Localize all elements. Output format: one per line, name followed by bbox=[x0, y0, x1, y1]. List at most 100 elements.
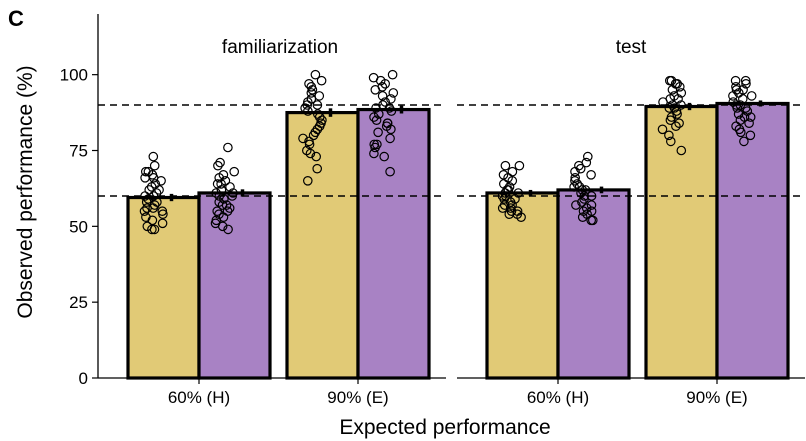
data-point bbox=[664, 130, 674, 141]
data-point bbox=[386, 94, 396, 104]
data-point bbox=[371, 115, 382, 125]
data-point bbox=[735, 100, 746, 110]
data-point bbox=[575, 163, 586, 174]
data-point bbox=[148, 203, 158, 213]
data-point bbox=[142, 203, 152, 213]
data-point bbox=[581, 203, 592, 213]
y-tick-label: 0 bbox=[79, 369, 88, 388]
data-point bbox=[507, 166, 518, 177]
data-point bbox=[377, 91, 388, 101]
bar bbox=[197, 191, 272, 380]
data-point bbox=[499, 200, 510, 210]
data-point bbox=[151, 188, 162, 198]
data-point bbox=[148, 151, 159, 162]
data-point bbox=[579, 194, 589, 204]
data-point bbox=[737, 94, 748, 104]
data-point bbox=[221, 200, 232, 210]
data-point bbox=[215, 157, 225, 168]
data-point bbox=[147, 215, 158, 226]
data-point bbox=[211, 188, 221, 198]
data-point bbox=[577, 212, 588, 222]
data-point bbox=[316, 75, 327, 86]
data-point bbox=[570, 166, 580, 177]
data-point bbox=[229, 166, 239, 177]
data-point bbox=[314, 91, 325, 101]
bar bbox=[285, 110, 360, 380]
bar bbox=[715, 101, 790, 380]
data-point bbox=[141, 197, 152, 207]
data-point bbox=[370, 142, 380, 153]
y-axis-title: Observed performance (%) bbox=[14, 65, 37, 318]
data-point bbox=[576, 188, 586, 198]
data-point bbox=[586, 215, 596, 226]
data-point bbox=[306, 88, 317, 98]
data-point bbox=[582, 151, 593, 162]
data-point bbox=[386, 106, 397, 116]
data-point bbox=[671, 121, 681, 131]
data-point bbox=[741, 79, 751, 89]
data-point bbox=[386, 124, 396, 135]
data-point bbox=[570, 173, 580, 183]
data-point bbox=[223, 224, 233, 235]
data-point bbox=[732, 103, 742, 113]
data-point bbox=[217, 221, 228, 232]
data-point bbox=[733, 109, 744, 119]
x-axis-title: Expected performance bbox=[339, 416, 550, 439]
data-point bbox=[314, 112, 325, 122]
data-point bbox=[572, 179, 582, 189]
data-point bbox=[674, 118, 684, 128]
data-point bbox=[731, 121, 741, 131]
data-point bbox=[497, 203, 508, 213]
data-point bbox=[745, 112, 756, 122]
data-point bbox=[570, 176, 580, 186]
data-point bbox=[371, 103, 381, 113]
data-point bbox=[503, 185, 514, 195]
x-tick-label: 60% (H) bbox=[527, 388, 589, 407]
data-point bbox=[312, 163, 322, 174]
data-point bbox=[298, 133, 308, 144]
data-point bbox=[216, 185, 227, 195]
data-point bbox=[225, 182, 235, 192]
data-point bbox=[214, 173, 224, 183]
x-tick-label: 60% (H) bbox=[168, 388, 230, 407]
data-point bbox=[305, 148, 316, 159]
data-point bbox=[140, 173, 150, 183]
data-point bbox=[744, 118, 754, 128]
data-point bbox=[673, 94, 683, 104]
x-tick-label: 90% (E) bbox=[327, 388, 388, 407]
data-point bbox=[139, 206, 150, 216]
data-point bbox=[385, 133, 395, 144]
plot-area: 0 25 50 75 100 familiarization 60% (H) 90% (E) t… bbox=[60, 14, 805, 407]
data-point bbox=[730, 75, 741, 86]
data-point bbox=[658, 97, 668, 107]
data-point bbox=[369, 112, 379, 122]
data-point bbox=[149, 160, 160, 171]
data-point bbox=[388, 88, 399, 98]
data-point bbox=[223, 142, 233, 153]
data-point bbox=[740, 75, 751, 86]
data-point bbox=[300, 103, 310, 113]
data-point bbox=[577, 197, 587, 207]
data-point bbox=[219, 194, 229, 204]
data-point bbox=[745, 130, 756, 141]
data-point bbox=[213, 160, 223, 171]
data-point bbox=[303, 106, 313, 116]
data-point bbox=[158, 209, 168, 219]
data-point bbox=[571, 200, 581, 210]
data-point bbox=[224, 203, 235, 213]
data-point bbox=[311, 151, 321, 162]
data-point bbox=[728, 91, 738, 101]
data-point bbox=[586, 170, 596, 180]
data-point bbox=[676, 145, 687, 156]
data-point bbox=[672, 109, 682, 119]
data-point bbox=[739, 136, 749, 147]
data-point bbox=[147, 224, 157, 235]
data-point bbox=[373, 109, 384, 119]
data-point bbox=[380, 79, 390, 89]
data-point bbox=[302, 176, 313, 186]
y-tick-label: 50 bbox=[69, 217, 88, 236]
data-point bbox=[746, 91, 757, 101]
bar bbox=[126, 195, 201, 380]
data-point bbox=[379, 151, 389, 162]
